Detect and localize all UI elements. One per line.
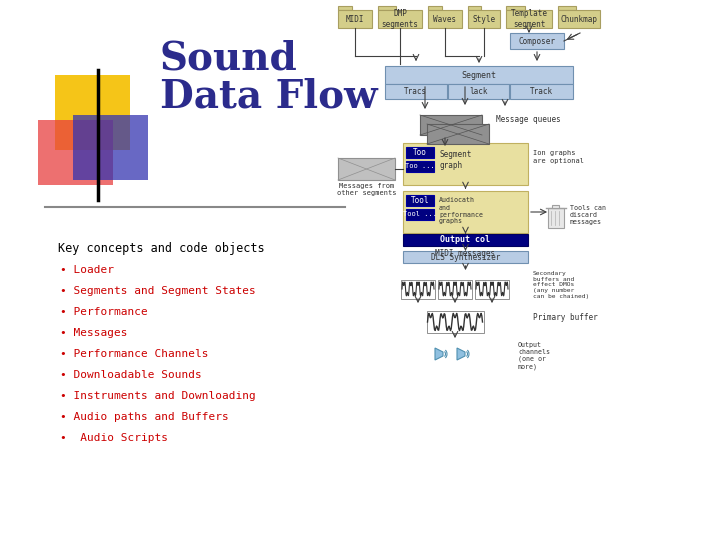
Text: Chunkmap: Chunkmap [560, 15, 598, 24]
FancyBboxPatch shape [406, 209, 434, 220]
FancyBboxPatch shape [558, 6, 576, 10]
FancyBboxPatch shape [448, 84, 509, 99]
FancyBboxPatch shape [428, 10, 462, 28]
Text: Audiocath
and
performance
graphs: Audiocath and performance graphs [439, 198, 483, 225]
FancyBboxPatch shape [338, 6, 352, 10]
FancyBboxPatch shape [403, 234, 528, 246]
Text: • Instruments and Downloading: • Instruments and Downloading [60, 391, 256, 401]
Text: Segment
graph: Segment graph [439, 150, 472, 170]
Text: • Audio paths and Buffers: • Audio paths and Buffers [60, 412, 229, 422]
Text: MIDI messages: MIDI messages [436, 248, 495, 258]
Text: Style: Style [472, 15, 495, 24]
FancyBboxPatch shape [548, 208, 564, 228]
Text: Ion graphs
are optional: Ion graphs are optional [533, 151, 584, 164]
Polygon shape [338, 158, 395, 180]
FancyBboxPatch shape [506, 6, 526, 10]
Text: Primary buffer: Primary buffer [533, 314, 598, 322]
FancyBboxPatch shape [468, 10, 500, 28]
FancyBboxPatch shape [403, 251, 528, 263]
Text: • Loader: • Loader [60, 265, 114, 275]
FancyBboxPatch shape [406, 161, 434, 172]
Text: Template
segment: Template segment [510, 10, 547, 29]
Text: Message queues: Message queues [496, 114, 561, 124]
Text: Too ...: Too ... [405, 164, 435, 170]
FancyBboxPatch shape [403, 191, 528, 233]
Text: Tool ...: Tool ... [403, 212, 437, 218]
FancyBboxPatch shape [406, 147, 434, 158]
Text: Secondary
buffers and
effect DMOs
(any number
can be chained): Secondary buffers and effect DMOs (any n… [533, 271, 589, 299]
Polygon shape [435, 348, 443, 360]
Text: Messages from
other segments: Messages from other segments [337, 183, 396, 196]
Text: Tool: Tool [410, 196, 429, 205]
Text: • Performance Channels: • Performance Channels [60, 349, 209, 359]
Text: • Segments and Segment States: • Segments and Segment States [60, 286, 256, 296]
FancyBboxPatch shape [428, 6, 442, 10]
Text: DLS Synthesizer: DLS Synthesizer [431, 253, 500, 261]
FancyBboxPatch shape [552, 205, 559, 208]
FancyBboxPatch shape [73, 115, 148, 180]
FancyBboxPatch shape [38, 120, 113, 185]
Text: Tracs: Tracs [404, 87, 428, 96]
Text: Composer: Composer [518, 37, 556, 45]
Polygon shape [420, 115, 482, 135]
Text: • Downloadable Sounds: • Downloadable Sounds [60, 370, 202, 380]
Text: Waves: Waves [433, 15, 456, 24]
Text: Tools can
discard
messages: Tools can discard messages [570, 205, 606, 225]
FancyBboxPatch shape [378, 10, 422, 28]
FancyBboxPatch shape [378, 6, 397, 10]
FancyBboxPatch shape [385, 84, 446, 99]
FancyBboxPatch shape [468, 6, 482, 10]
Text: Data Flow: Data Flow [160, 78, 377, 116]
Text: Sound: Sound [160, 40, 298, 78]
FancyBboxPatch shape [558, 10, 600, 28]
Text: MIDI: MIDI [346, 15, 364, 24]
FancyBboxPatch shape [510, 84, 573, 99]
Text: •  Audio Scripts: • Audio Scripts [60, 433, 168, 443]
Polygon shape [427, 124, 489, 144]
Text: Too: Too [413, 148, 427, 157]
FancyBboxPatch shape [55, 75, 130, 150]
Text: Segment: Segment [462, 71, 497, 79]
Text: Key concepts and code objects: Key concepts and code objects [58, 242, 265, 255]
FancyBboxPatch shape [385, 66, 573, 84]
Text: lack: lack [469, 87, 487, 96]
Text: Output col: Output col [441, 235, 490, 245]
FancyBboxPatch shape [338, 10, 372, 28]
Text: • Performance: • Performance [60, 307, 155, 317]
FancyBboxPatch shape [403, 143, 528, 185]
FancyBboxPatch shape [406, 195, 434, 206]
Text: • Messages: • Messages [60, 328, 127, 338]
Text: Track: Track [530, 87, 553, 96]
FancyBboxPatch shape [510, 33, 564, 49]
Text: Output
channels
(one or
more): Output channels (one or more) [518, 342, 550, 370]
Text: DMP
segments: DMP segments [382, 10, 418, 29]
Polygon shape [457, 348, 465, 360]
FancyBboxPatch shape [506, 10, 552, 28]
